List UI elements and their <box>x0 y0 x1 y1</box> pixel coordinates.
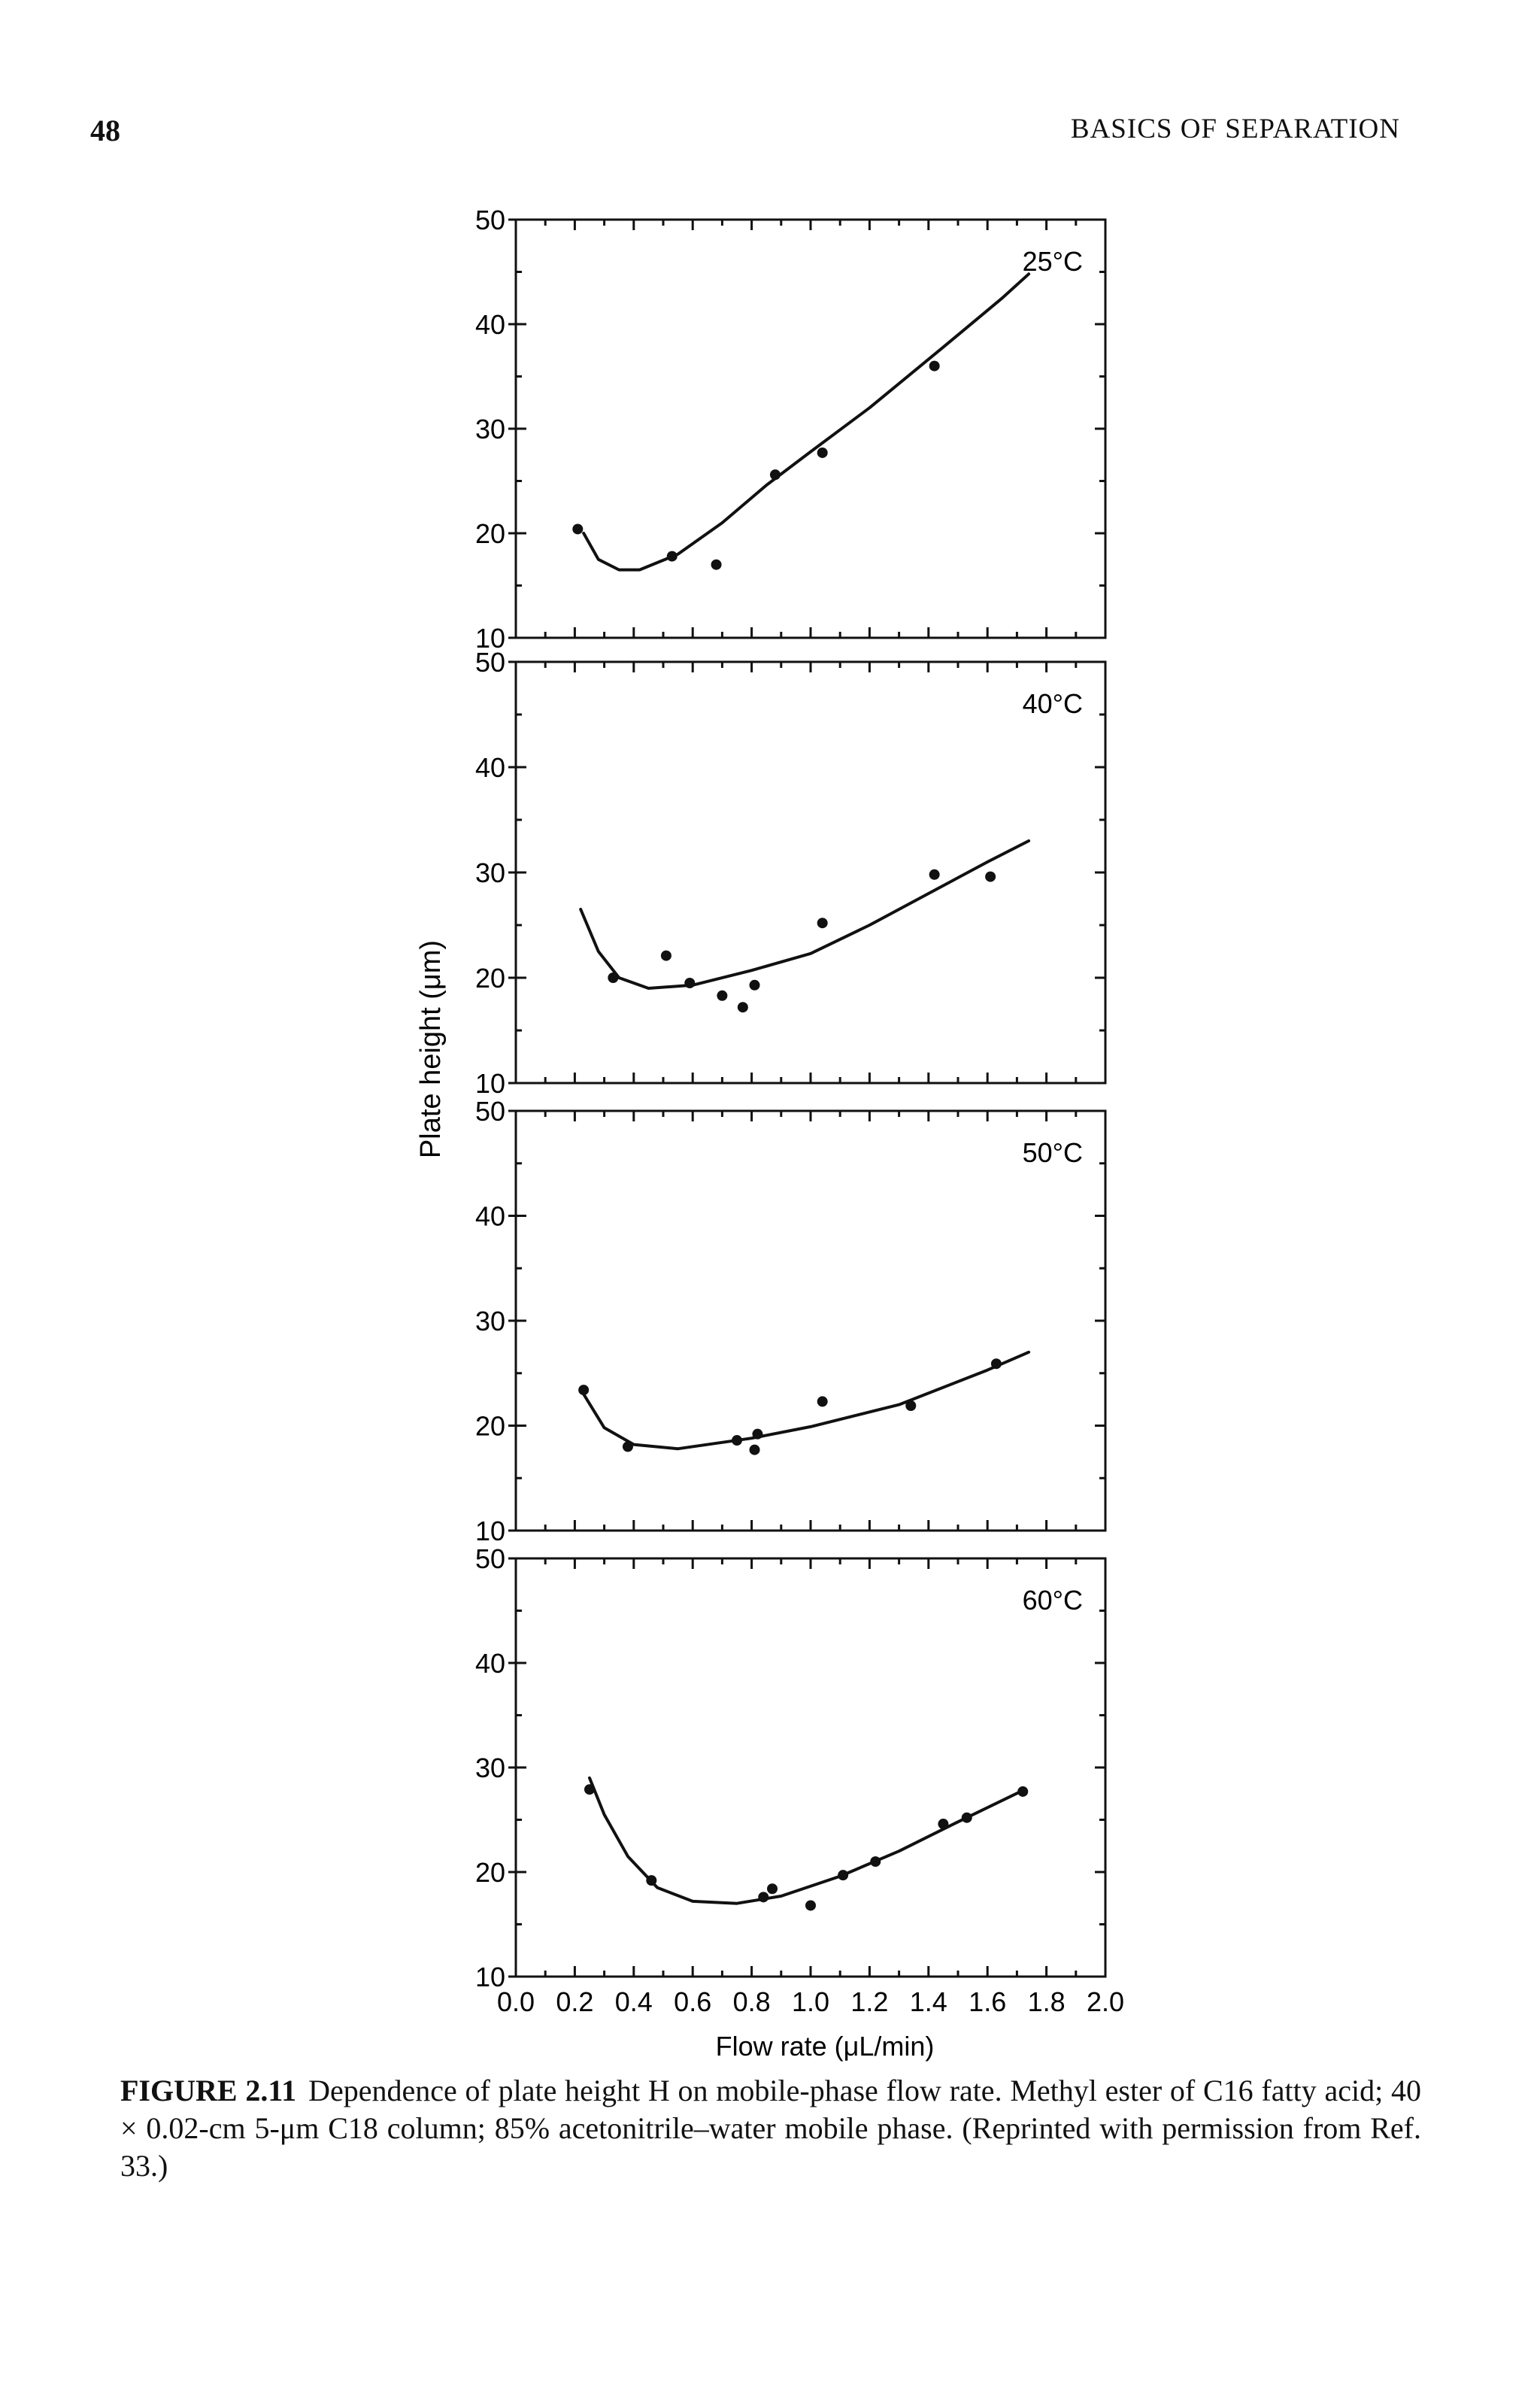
data-point <box>666 551 678 562</box>
x-tick-label: 0.2 <box>556 1986 593 2017</box>
data-point <box>929 360 940 372</box>
data-point <box>905 1400 917 1411</box>
data-point <box>711 559 722 570</box>
x-tick-label: 1.2 <box>850 1986 888 2017</box>
page-header: 48 BASICS OF SEPARATION <box>0 113 1540 158</box>
panel-3: 10 20 30 40 50 50°C <box>475 1096 1107 1546</box>
y-tick-label: 10 <box>475 623 505 654</box>
plot-frame <box>514 660 1107 1085</box>
fit-curve <box>579 839 1031 990</box>
data-point <box>737 1002 748 1013</box>
y-tick-label: 50 <box>475 1096 505 1127</box>
data-point <box>990 1358 1002 1370</box>
y-tick-label: 30 <box>475 1306 505 1337</box>
y-tick-label: 10 <box>475 1962 505 1992</box>
x-axis-label: Flow rate (μL/min) <box>716 2031 935 2062</box>
caption-text: Dependence of plate height H on mobile-p… <box>120 2074 1421 2183</box>
x-tick-label: 0.0 <box>497 1986 535 2017</box>
running-head: BASICS OF SEPARATION <box>1070 114 1400 144</box>
y-tick-label: 40 <box>475 1648 505 1679</box>
y-tick-label: 50 <box>475 647 505 678</box>
data-point <box>752 1428 763 1440</box>
fit-curve <box>588 1776 1025 1905</box>
data-point <box>608 972 619 983</box>
data-point <box>584 1784 595 1795</box>
data-point <box>717 990 728 1001</box>
data-point <box>767 1883 778 1895</box>
data-point <box>929 869 940 880</box>
x-tick-label: 0.4 <box>615 1986 653 2017</box>
data-point <box>578 1385 590 1396</box>
data-point <box>660 950 671 961</box>
y-tick-label: 30 <box>475 857 505 888</box>
plot-frame <box>514 1557 1107 1978</box>
data-point <box>961 1812 972 1823</box>
data-point <box>684 978 696 988</box>
y-tick-label: 50 <box>475 1543 505 1574</box>
data-point <box>758 1892 769 1903</box>
data-point <box>817 1396 828 1407</box>
data-point <box>749 1444 760 1455</box>
y-tick-label: 20 <box>475 1857 505 1888</box>
y-tick-label: 10 <box>475 1516 505 1546</box>
data-point <box>732 1435 742 1446</box>
data-point <box>838 1870 849 1881</box>
y-tick-label: 20 <box>475 1411 505 1442</box>
y-tick-label: 40 <box>475 309 505 340</box>
temperature-label: 60°C <box>1023 1585 1083 1616</box>
fit-curve <box>582 1350 1031 1451</box>
plot-frame <box>514 218 1107 639</box>
x-tick-label: 2.0 <box>1087 1986 1124 2017</box>
y-tick-label: 20 <box>475 963 505 994</box>
temperature-label: 25°C <box>1023 246 1083 277</box>
y-tick-label: 20 <box>475 518 505 549</box>
page-number: 48 <box>90 114 120 147</box>
x-tick-label: 1.6 <box>969 1986 1006 2017</box>
y-axis-label: Plate height (μm) <box>415 940 447 1158</box>
x-tick-label: 1.8 <box>1028 1986 1066 2017</box>
data-point <box>646 1875 657 1886</box>
data-point <box>749 979 760 991</box>
y-tick-label: 50 <box>475 205 505 235</box>
y-tick-label: 10 <box>475 1068 505 1099</box>
caption-label: FIGURE 2.11 <box>120 2074 297 2107</box>
x-tick-label: 1.4 <box>910 1986 947 2017</box>
data-point <box>817 918 828 929</box>
data-point <box>938 1819 949 1830</box>
data-point <box>817 447 828 458</box>
data-point <box>805 1900 816 1911</box>
panel-2: 10 20 30 40 50 40°C <box>475 647 1107 1099</box>
y-tick-label: 30 <box>475 414 505 445</box>
data-point <box>769 469 781 481</box>
temperature-label: 50°C <box>1023 1137 1083 1168</box>
y-tick-label: 40 <box>475 752 505 783</box>
plot-frame <box>514 1109 1107 1532</box>
y-tick-label: 30 <box>475 1752 505 1783</box>
data-point <box>870 1856 881 1868</box>
data-point <box>622 1441 633 1452</box>
panel-4: 10 20 30 40 50 60°C 0.0 0.2 0.4 0.6 0.8 1.0 1.2 1.4 1.… <box>475 1543 1124 2017</box>
temperature-label: 40°C <box>1023 688 1083 719</box>
figure-caption: FIGURE 2.11 Dependence of plate height H … <box>120 2072 1421 2185</box>
x-tick-label: 0.8 <box>733 1986 771 2017</box>
y-tick-label: 40 <box>475 1201 505 1232</box>
x-tick-label: 0.6 <box>674 1986 711 2017</box>
data-point <box>1017 1786 1029 1797</box>
data-point <box>572 523 584 535</box>
fit-curve <box>582 272 1031 572</box>
data-point <box>985 871 996 882</box>
x-tick-label: 1.0 <box>792 1986 829 2017</box>
panel-1: 10 20 30 40 50 25°C <box>475 205 1107 654</box>
